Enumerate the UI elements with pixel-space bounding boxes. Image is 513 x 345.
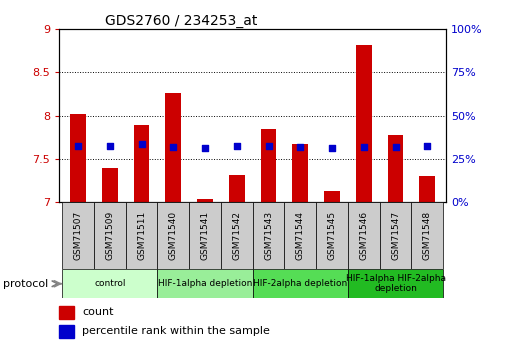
Text: GSM71511: GSM71511 — [137, 211, 146, 260]
Text: GSM71548: GSM71548 — [423, 211, 432, 260]
Text: GSM71545: GSM71545 — [327, 211, 337, 260]
Bar — [165, 93, 181, 202]
Text: percentile rank within the sample: percentile rank within the sample — [82, 326, 270, 336]
Text: GSM71544: GSM71544 — [296, 211, 305, 260]
Point — [296, 144, 304, 149]
Point — [137, 141, 146, 147]
Point — [328, 146, 336, 151]
Bar — [157, 269, 253, 298]
Bar — [126, 202, 157, 269]
Text: HIF-2alpha depletion: HIF-2alpha depletion — [253, 279, 347, 288]
Bar — [253, 202, 284, 269]
Bar — [197, 199, 213, 202]
Bar — [253, 269, 348, 298]
Text: GSM71543: GSM71543 — [264, 211, 273, 260]
Bar — [94, 202, 126, 269]
Bar — [419, 176, 435, 202]
Bar — [284, 202, 316, 269]
Bar — [316, 202, 348, 269]
Bar — [292, 144, 308, 202]
Text: GSM71541: GSM71541 — [201, 211, 209, 260]
Bar — [221, 202, 253, 269]
Text: GSM71540: GSM71540 — [169, 211, 178, 260]
Text: GSM71509: GSM71509 — [105, 211, 114, 260]
Bar — [411, 202, 443, 269]
Bar — [229, 175, 245, 202]
Text: GDS2760 / 234253_at: GDS2760 / 234253_at — [106, 14, 258, 28]
Text: count: count — [82, 307, 114, 317]
Text: HIF-1alpha depletion: HIF-1alpha depletion — [158, 279, 252, 288]
Point — [423, 143, 431, 148]
Text: HIF-1alpha HIF-2alpha
depletion: HIF-1alpha HIF-2alpha depletion — [346, 274, 445, 294]
Point — [264, 143, 272, 148]
Bar — [356, 45, 372, 202]
Point — [74, 143, 82, 148]
Bar — [157, 202, 189, 269]
Text: GSM71542: GSM71542 — [232, 211, 241, 260]
Point — [360, 144, 368, 149]
Text: GSM71547: GSM71547 — [391, 211, 400, 260]
Point — [169, 145, 177, 150]
Bar — [133, 125, 149, 202]
Point — [391, 144, 400, 149]
Bar — [348, 269, 443, 298]
Bar — [59, 306, 74, 318]
Bar — [380, 202, 411, 269]
Bar — [189, 202, 221, 269]
Point — [106, 143, 114, 148]
Bar — [59, 325, 74, 337]
Bar — [102, 168, 117, 202]
Bar — [70, 114, 86, 202]
Bar — [62, 269, 157, 298]
Bar — [324, 191, 340, 202]
Text: control: control — [94, 279, 126, 288]
Bar — [261, 129, 277, 202]
Text: protocol: protocol — [3, 279, 48, 289]
Text: GSM71507: GSM71507 — [73, 211, 83, 260]
Point — [233, 143, 241, 148]
Bar — [388, 136, 403, 202]
Text: GSM71546: GSM71546 — [359, 211, 368, 260]
Bar — [62, 202, 94, 269]
Point — [201, 146, 209, 151]
Bar — [348, 202, 380, 269]
